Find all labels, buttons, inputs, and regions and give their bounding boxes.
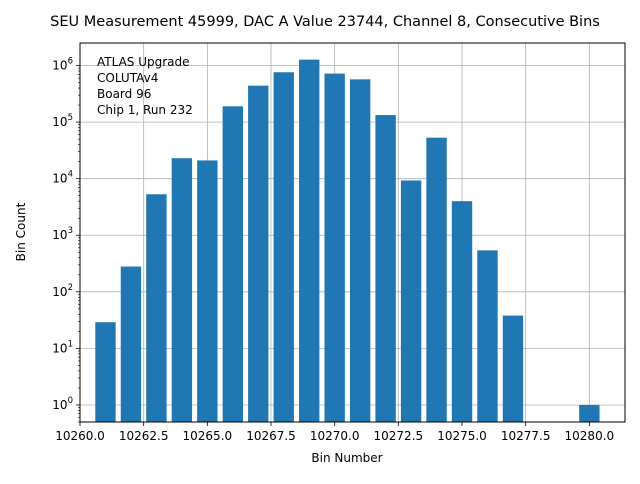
y-tick-label: 106: [52, 57, 73, 73]
y-tick-label: 103: [52, 226, 73, 242]
bar-10270: [324, 73, 345, 423]
bar-10273: [400, 180, 422, 422]
ticks: 10260.0 10262.5 10265.0 10267.5 10270.0 10272…: [52, 57, 614, 443]
bar-10265: [197, 160, 218, 423]
x-tick-label: 10272.5: [374, 429, 424, 443]
annotation-line: COLUTAv4: [97, 71, 158, 85]
bar-10276: [477, 250, 498, 422]
bar-10275: [451, 201, 473, 422]
x-tick-label: 10270.0: [310, 429, 360, 443]
x-tick-label: 10280.0: [565, 429, 615, 443]
bar-10280: [579, 404, 600, 422]
bar-10269: [299, 59, 320, 422]
bar-10267: [248, 85, 269, 423]
x-tick-label: 10265.0: [183, 429, 233, 443]
y-axis-label: Bin Count: [14, 202, 28, 261]
x-tick-label: 10267.5: [246, 429, 296, 443]
bar-10272: [375, 115, 396, 423]
bars: [95, 59, 600, 423]
plot-frame: [79, 42, 626, 423]
bar-10261: [95, 322, 116, 422]
annotation-line: Board 96: [97, 87, 151, 101]
y-tick-label: 104: [52, 170, 73, 186]
annotation-line: Chip 1, Run 232: [97, 103, 193, 117]
x-tick-label: 10262.5: [119, 429, 169, 443]
annotation: ATLAS Upgrade COLUTAv4 Board 96 Chip 1, Ru…: [97, 55, 193, 117]
bar-10274: [426, 137, 447, 422]
bar-10263: [146, 194, 167, 422]
bar-10264: [171, 158, 193, 423]
y-tick-label: 102: [52, 283, 73, 299]
x-tick-label: 10260.0: [55, 429, 105, 443]
bar-10262: [120, 266, 142, 422]
y-tick-label: 105: [52, 113, 73, 129]
bar-10277: [502, 315, 524, 422]
bar-10266: [222, 106, 243, 422]
y-tick-label: 101: [52, 339, 73, 355]
y-tick-label: 100: [52, 396, 73, 412]
annotation-line: ATLAS Upgrade: [97, 55, 190, 69]
chart-title: SEU Measurement 45999, DAC A Value 23744…: [50, 14, 600, 30]
x-axis-label: Bin Number: [311, 451, 382, 465]
x-tick-label: 10275.0: [437, 429, 487, 443]
bar-10271: [349, 79, 371, 423]
bar-10268: [273, 72, 294, 423]
x-tick-label: 10277.5: [501, 429, 551, 443]
